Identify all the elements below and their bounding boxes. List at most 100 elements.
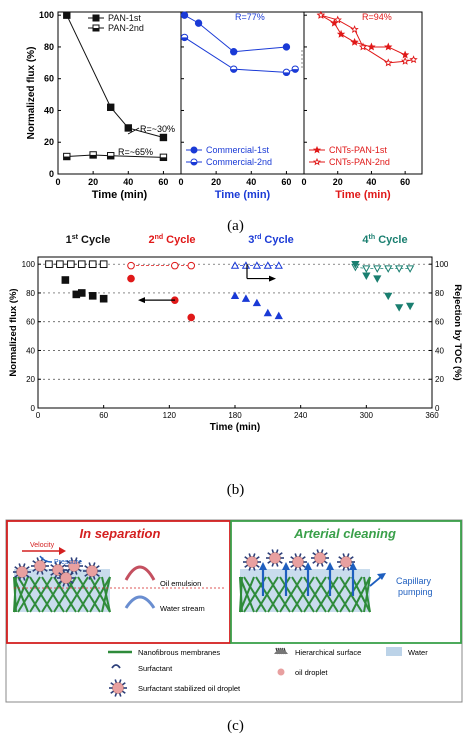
panel-a-ylabel: Normalized flux (%): [26, 47, 37, 140]
legend-label: Commercial-1st: [206, 145, 270, 155]
capillary-arrowhead: [349, 562, 357, 570]
legend-hierarchical-swatch: [274, 649, 288, 654]
capillary-arrowhead: [282, 562, 290, 570]
velocity-arrowhead: [59, 547, 66, 555]
legend-label: PAN-1st: [108, 13, 141, 23]
fiber: [17, 576, 41, 613]
stabilized-droplet: [13, 563, 31, 581]
panel-c-schematic: In separation Arterial cleaning Velocity Pr…: [5, 519, 463, 703]
fiber: [41, 576, 65, 613]
data-point: [107, 103, 115, 111]
rejection-point: [252, 261, 262, 269]
capillary-arrowhead: [326, 562, 334, 570]
x-tick-label: 40: [366, 177, 376, 187]
cleaning-title: Arterial cleaning: [293, 526, 396, 541]
data-point: [282, 43, 291, 51]
droplet-core: [269, 552, 281, 564]
legend-water-label: Water: [408, 648, 428, 657]
emulsion-arrow: [124, 565, 156, 581]
rejection-point: [45, 260, 53, 268]
flux-point: [395, 304, 404, 312]
fiber: [239, 576, 255, 613]
annotation-r30: R=~30%: [140, 124, 175, 134]
cycle-number: 1: [66, 234, 72, 246]
droplet-core: [16, 566, 28, 578]
fiber: [243, 576, 267, 613]
cycle-3: 3rd Cycle: [230, 234, 294, 320]
legend-droplet-swatch: [277, 668, 285, 676]
capillary-arrowhead: [259, 562, 267, 570]
legend-label: CNTs-PAN-1st: [329, 145, 387, 155]
droplet-core: [112, 682, 124, 694]
flux-point: [99, 294, 108, 303]
y-tick-label: 20: [26, 375, 35, 384]
x-tick-label: 0: [36, 411, 41, 420]
legend-water-swatch: [386, 647, 402, 656]
flux-point: [127, 274, 135, 283]
droplet-core: [314, 552, 326, 564]
data-point: [159, 133, 168, 142]
series-line-1: [184, 14, 287, 53]
data-point: [350, 37, 359, 46]
droplet-core: [292, 556, 304, 568]
stabilized-droplet: [57, 569, 75, 587]
legend-stabilized-swatch: [109, 679, 127, 697]
schematic-legend: Nanofibrous membranes Hierarchical surfac…: [108, 647, 428, 693]
velocity-label: Velocity: [30, 542, 55, 549]
cycle-superscript: rd: [254, 234, 261, 241]
y-tick-label: 40: [44, 105, 54, 115]
flux-point: [187, 313, 196, 322]
y-tick-label: 20: [44, 137, 54, 147]
fiber: [327, 576, 351, 613]
y-tick-label: 60: [44, 74, 54, 84]
water-stream-arrow: [124, 595, 156, 609]
data-point-half: [181, 37, 188, 41]
flux-point: [77, 289, 86, 297]
flux-point: [274, 311, 283, 320]
x-axis-label: Time (min): [335, 189, 391, 201]
left-arrowhead: [138, 297, 145, 304]
data-point: [367, 42, 376, 51]
data-point: [336, 29, 346, 38]
fiber: [315, 576, 339, 613]
y-tick-label: 0: [49, 169, 54, 179]
cycle-superscript: st: [72, 234, 79, 241]
y-axis-label-right: Rejection by TOC (%): [452, 284, 463, 380]
fiber: [291, 576, 315, 613]
legend-marker-half: [93, 28, 99, 31]
cycle-2: 2nd Cycle: [127, 234, 196, 322]
series-line-1: [66, 14, 164, 138]
legend-hierarchical-label: Hierarchical surface: [295, 648, 361, 657]
cycle-superscript: th: [369, 234, 376, 241]
data-point: [350, 25, 359, 34]
droplet-core: [34, 560, 46, 572]
legend-label: PAN-2nd: [108, 23, 144, 33]
separation-title: In separation: [80, 526, 161, 541]
legend-membrane-label: Nanofibrous membranes: [138, 648, 220, 657]
fiber: [13, 576, 29, 613]
panel-b: 0 20 40 60 80 100 0 20 40 60 80 100 0 60 120 180 240 300 3…: [8, 234, 463, 433]
legend-stabilized-label: Surfactant stabilized oil droplet: [138, 684, 241, 693]
flux-point: [230, 291, 240, 299]
droplet-core: [68, 560, 80, 572]
direction-arrows: [138, 264, 276, 304]
annotation-r77: R=77%: [235, 12, 265, 22]
rejection-point: [373, 265, 382, 273]
fiber: [279, 576, 303, 613]
flux-point: [384, 292, 393, 301]
separation-box: [6, 520, 231, 644]
flux-point: [241, 294, 251, 302]
rejection-point: [241, 261, 251, 269]
panel-a-subplot-1: 0 20 40 60 0 20 40 60 80 100 Time (min) PAN-1stPAN-…: [39, 10, 182, 201]
annotation-leader: [127, 127, 140, 135]
data-point: [333, 15, 342, 24]
right-membrane: [239, 569, 371, 613]
fiber: [363, 576, 371, 613]
x-tick-label: 60: [99, 411, 108, 420]
rejection-point: [67, 260, 75, 268]
water-stream-label: Water stream: [160, 604, 205, 613]
fiber: [77, 576, 101, 613]
x-tick-label: 60: [281, 177, 291, 187]
x-tick-label: 40: [246, 177, 256, 187]
